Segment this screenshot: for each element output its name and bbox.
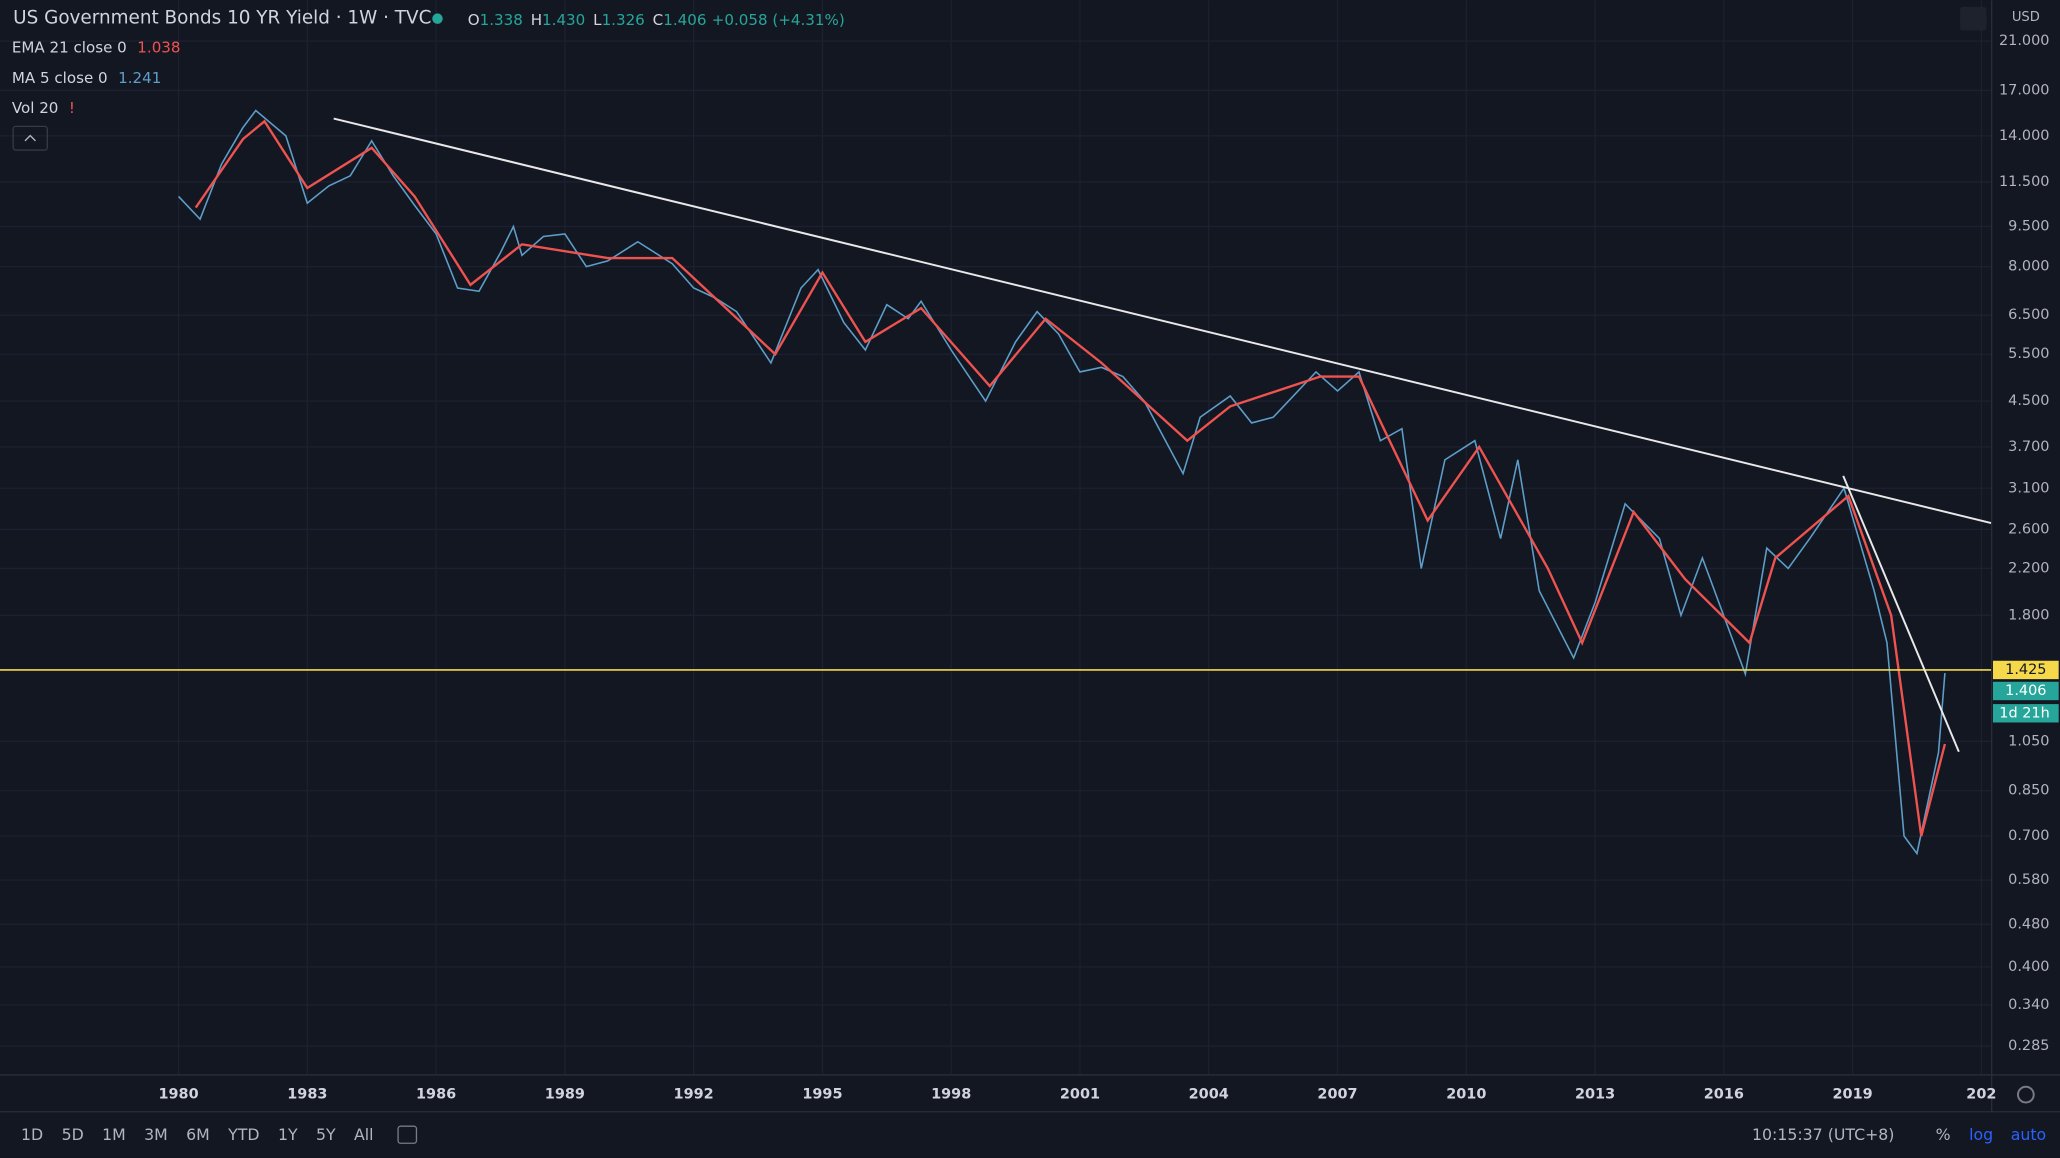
y-tick-label: 1.800 [2008, 607, 2049, 623]
y-tick-label: 8.000 [2008, 259, 2049, 275]
x-tick-label: 1983 [287, 1087, 327, 1103]
x-tick-label: 2019 [1833, 1087, 1873, 1103]
plot [0, 109, 1992, 856]
collapse-icon [24, 134, 36, 142]
y-tick-label: 21.000 [1999, 33, 2050, 49]
ohlc-prefix: C [653, 10, 664, 28]
trend-line [333, 117, 1992, 525]
indicator: EMA 21 close 0 1.038 [12, 38, 181, 56]
date-range-icon[interactable] [397, 1125, 418, 1144]
y-tick-label: 1.050 [2008, 733, 2049, 749]
y-tick-label: 0.850 [2008, 783, 2049, 799]
ohlc-value: 1.338 [480, 10, 523, 28]
y-tick-label: 0.285 [2008, 1038, 2049, 1054]
ohlc-prefix: O [468, 10, 480, 28]
range-button[interactable]: 3M [144, 1125, 168, 1144]
y-tick-label: 6.500 [2008, 307, 2049, 323]
symbol-title: US Government Bonds 10 YR Yield · 1W · T… [13, 8, 431, 29]
grid [0, 0, 1992, 1075]
indicator-value: 1.241 [118, 68, 161, 86]
series-line [194, 119, 1947, 837]
last-price-tag [1992, 681, 2059, 701]
range-button[interactable]: 1D [21, 1125, 43, 1144]
chart-option[interactable]: log [1969, 1125, 1993, 1144]
range-button[interactable]: 1M [102, 1125, 126, 1144]
range-button[interactable]: 5Y [316, 1125, 336, 1144]
toggle[interactable] [1960, 6, 1987, 31]
ohlc-prefix: H [531, 10, 542, 28]
ohlc-prefix: L [593, 10, 602, 28]
indicator-value: ! [69, 99, 75, 117]
y-tick-label: 0.340 [2008, 997, 2049, 1013]
indicator: Vol 20! [12, 99, 75, 117]
y-tick-label: 0.580 [2008, 872, 2049, 888]
price-tag [1992, 660, 2059, 680]
currency: USD [2012, 10, 2040, 25]
series-line [177, 109, 1946, 856]
y-tick-label: 0.700 [2008, 828, 2049, 844]
y-tick-label: 5.500 [2008, 346, 2049, 362]
axes: 21.000 17.000 14.000 11.500 9.500 8.000 6.500 5… [158, 33, 2059, 1103]
x-tick-label: 1980 [158, 1087, 198, 1103]
x-tick-label: 2001 [1060, 1087, 1100, 1103]
ohlc-value: +0.058 (+4.31%) [712, 10, 845, 28]
range-button[interactable]: 6M [186, 1125, 210, 1144]
chart-option[interactable]: % [1936, 1125, 1951, 1144]
x-tick-label: 2013 [1575, 1087, 1615, 1103]
indicators: EMA 21 close 0 1.038 MA 5 close 0 1.241 Vol … [12, 38, 181, 116]
indicator-name: EMA 21 close 0 [12, 38, 127, 56]
indicator-value: 1.038 [137, 38, 180, 56]
y-tick-label: 3.700 [2008, 439, 2049, 455]
y-tick-label: 4.500 [2008, 393, 2049, 409]
x-tick-label: 1989 [545, 1087, 585, 1103]
y-tick-label: 2.600 [2008, 521, 2049, 537]
countdown: 1d 21h [1999, 705, 2049, 721]
y-tick-label: 14.000 [1999, 128, 2050, 144]
x-tick-label: 2016 [1704, 1087, 1744, 1103]
indicator-name: Vol 20 [12, 99, 59, 117]
y-tick-label: 0.400 [2008, 959, 2049, 975]
range-button[interactable]: YTD [227, 1125, 259, 1144]
x-tick-label: 2004 [1189, 1087, 1229, 1103]
chart-option[interactable]: auto [2011, 1125, 2046, 1144]
y-tick-label: 3.100 [2008, 480, 2049, 496]
indicator: MA 5 close 0 1.241 [12, 68, 162, 86]
y-tick-label: 11.500 [1999, 174, 2050, 190]
y-tick-label: 9.500 [2008, 218, 2049, 234]
market-status [432, 13, 443, 24]
x-tick-label: 1986 [416, 1087, 456, 1103]
x-tick-label: 1992 [674, 1087, 714, 1103]
y-tick-label: 2.200 [2008, 560, 2049, 576]
settings-icon[interactable] [2016, 1085, 2035, 1104]
ohlc: O1.338 H1.430 L1.326 C1.406 +0.058 (+4.31%) [468, 10, 845, 28]
trend-line [1842, 475, 1960, 753]
x-tick-label: 1998 [931, 1087, 971, 1103]
ohlc-value: 1.406 [663, 10, 706, 28]
clock: 10:15:37 (UTC+8) [1752, 1125, 1894, 1144]
toolbar: 1D 5D 1M 3M 6M YTD 1Y 5Y All 10:15:37 (UTC+8)% log… [21, 1125, 2046, 1144]
collapse-button[interactable] [12, 125, 48, 151]
price-tag-label: 1.425 [2005, 662, 2046, 678]
y-tick-label: 17.000 [1999, 82, 2050, 98]
ohlc-value: 1.430 [542, 10, 585, 28]
range-button[interactable]: 5D [62, 1125, 84, 1144]
x-tick-label: 2010 [1446, 1087, 1486, 1103]
range-button[interactable]: 1Y [278, 1125, 298, 1144]
range-button[interactable]: All [354, 1125, 374, 1144]
countdown-tag [1992, 704, 2059, 723]
ohlc-value: 1.326 [602, 10, 645, 28]
y-tick-label: 0.480 [2008, 916, 2049, 932]
x-tick-label: 1995 [802, 1087, 842, 1103]
x-tick-label: 202 [1966, 1087, 1996, 1103]
last-price-label: 1.406 [2005, 683, 2046, 699]
x-tick-label: 2007 [1317, 1087, 1357, 1103]
indicator-name: MA 5 close 0 [12, 68, 108, 86]
